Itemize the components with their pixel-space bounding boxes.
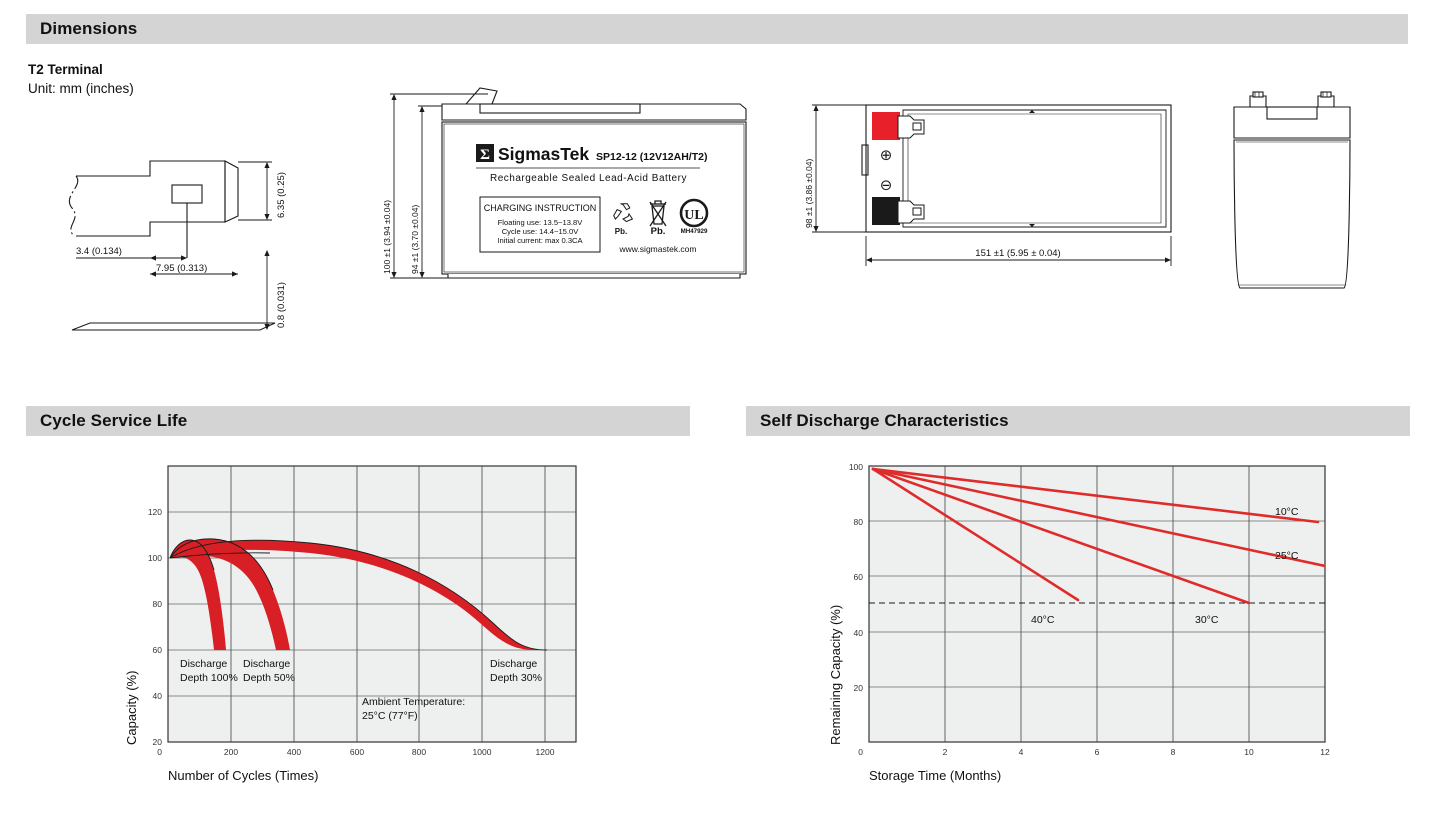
terminal-width-dim: 7.95 (0.313) (156, 263, 207, 274)
self-discharge-section-bar: Self Discharge Characteristics (746, 406, 1410, 436)
dimensions-section-title: Dimensions (40, 19, 138, 38)
sd-ytick-0: 0 (858, 747, 863, 757)
charging-line-cycle: Cycle use: 14.4~15.0V (502, 227, 580, 236)
positive-terminal-block (872, 112, 900, 140)
ul-listed-icon: UL (679, 198, 709, 228)
self-discharge-label-40c: 40°C (1031, 614, 1055, 626)
sd-ytick-100: 100 (849, 462, 863, 472)
battery-front-view-drawing: 100 ±1 (3.94 ±0.04) 94 ±1 (3.70 ±0.04) Σ… (382, 87, 747, 279)
cycle-xtick-1200: 1200 (536, 747, 555, 757)
front-overall-height-dim: 100 ±1 (3.94 ±0.04) (382, 200, 392, 274)
battery-top-view-drawing: 98 ±1 (3.86 ±0.04) ⊕ ⊖ 151 ±1 (5.95 ± 0.… (804, 104, 1172, 266)
self-discharge-label-30c: 30°C (1195, 614, 1219, 626)
cycle-xtick-800: 800 (412, 747, 426, 757)
self-discharge-line-30c (871, 467, 1251, 605)
cycle-annotation-dod100-line1: Discharge (180, 658, 227, 670)
cycle-xtick-600: 600 (350, 747, 364, 757)
cycle-annotation-dod30-line1: Discharge (490, 658, 537, 670)
terminal-cross-section-drawing: 6.35 (0.25) 0.8 (0.031) 3.4 (0.134) 7.95… (68, 160, 287, 331)
cycle-service-life-chart: 120 100 80 60 40 20 0 200 400 600 800 10… (124, 465, 577, 783)
cycle-ytick-120: 120 (148, 507, 162, 517)
cycle-xtick-1000: 1000 (473, 747, 492, 757)
charging-line-initial: Initial current: max 0.3CA (497, 236, 583, 245)
cycle-service-life-section-bar: Cycle Service Life (26, 406, 690, 436)
self-discharge-label-25c: 25°C (1275, 550, 1299, 562)
terminal-type-label: T2 Terminal (28, 62, 103, 77)
sd-y-axis-label: Remaining Capacity (%) (828, 605, 843, 745)
cycle-ytick-20: 20 (153, 737, 163, 747)
no-bin-lead-icon (649, 200, 667, 227)
cycle-ytick-40: 40 (153, 691, 163, 701)
brand-mark-sigma: Σ (480, 147, 490, 163)
negative-polarity-icon: ⊖ (880, 176, 893, 194)
sd-ytick-20: 20 (854, 683, 864, 693)
cycle-xtick-200: 200 (224, 747, 238, 757)
label-website: www.sigmastek.com (619, 244, 697, 254)
sd-xtick-12: 12 (1320, 747, 1330, 757)
cycle-ytick-80: 80 (153, 599, 163, 609)
self-discharge-label-10c: 10°C (1275, 506, 1299, 518)
sd-xtick-6: 6 (1095, 747, 1100, 757)
cycle-annotation-dod30-line2: Depth 30% (490, 672, 542, 684)
cycle-annotation-ambient-line1: Ambient Temperature: (362, 696, 465, 708)
cycle-annotation-dod100-line2: Depth 100% (180, 672, 238, 684)
recycle-lead-icon (613, 203, 634, 223)
unit-note-label: Unit: mm (inches) (28, 81, 134, 96)
terminal-offset-dim: 3.4 (0.134) (76, 246, 122, 257)
cycle-annotation-dod50-line2: Depth 50% (243, 672, 295, 684)
sd-xtick-10: 10 (1244, 747, 1254, 757)
sd-x-axis-label: Storage Time (Months) (869, 768, 1001, 783)
cycle-ytick-100: 100 (148, 553, 162, 563)
dimensions-section-bar: Dimensions (26, 14, 1408, 44)
cycle-ytick-60: 60 (153, 645, 163, 655)
model-number: SP12-12 (12V12AH/T2) (596, 151, 707, 163)
ul-file-number: MH47929 (681, 228, 708, 235)
self-discharge-chart: 10°C 25°C 30°C 40°C 100 80 60 40 20 0 2 … (828, 462, 1330, 783)
terminal-thickness-dim: 0.8 (0.031) (276, 282, 287, 328)
self-discharge-line-40c (871, 467, 1080, 602)
sd-xtick-2: 2 (943, 747, 948, 757)
terminal-height-dim: 6.35 (0.25) (276, 172, 287, 218)
front-case-height-dim: 94 ±1 (3.70 ±0.04) (410, 204, 420, 274)
brand-name: SigmasTek (498, 144, 589, 164)
charging-instruction-title: CHARGING INSTRUCTION (484, 203, 597, 213)
sd-ytick-60: 60 (854, 572, 864, 582)
cycle-xtick-400: 400 (287, 747, 301, 757)
recycle-icon-caption: Pb. (615, 227, 627, 236)
cycle-annotation-dod50-line1: Discharge (243, 658, 290, 670)
brand-mark-box (476, 144, 494, 162)
product-label-group: Σ SigmasTek SP12-12 (12V12AH/T2) Recharg… (476, 144, 709, 254)
battery-side-view-drawing (1233, 91, 1351, 289)
self-discharge-section-title: Self Discharge Characteristics (760, 411, 1009, 430)
sd-xtick-8: 8 (1171, 747, 1176, 757)
top-length-dim: 151 ±1 (5.95 ± 0.04) (975, 248, 1060, 259)
charging-line-floating: Floating use: 13.5~13.8V (498, 218, 584, 227)
svg-text:UL: UL (684, 208, 703, 223)
no-bin-icon-caption: Pb. (651, 226, 666, 237)
cycle-service-life-section-title: Cycle Service Life (40, 411, 188, 430)
sd-ytick-40: 40 (854, 628, 864, 638)
cycle-y-axis-label: Capacity (%) (124, 671, 139, 745)
negative-terminal-block (872, 197, 900, 225)
cycle-annotation-ambient-line2: 25°C (77°F) (362, 710, 418, 722)
self-discharge-line-25c (871, 467, 1325, 568)
positive-polarity-icon: ⊕ (880, 146, 893, 164)
top-width-dim: 98 ±1 (3.86 ±0.04) (804, 158, 814, 228)
label-subtitle: Rechargeable Sealed Lead-Acid Battery (490, 173, 687, 184)
cycle-x-axis-label: Number of Cycles (Times) (168, 768, 318, 783)
self-discharge-line-10c (871, 467, 1320, 524)
sd-xtick-4: 4 (1019, 747, 1024, 757)
sd-ytick-80: 80 (854, 517, 864, 527)
cycle-ytick-0: 0 (157, 747, 162, 757)
